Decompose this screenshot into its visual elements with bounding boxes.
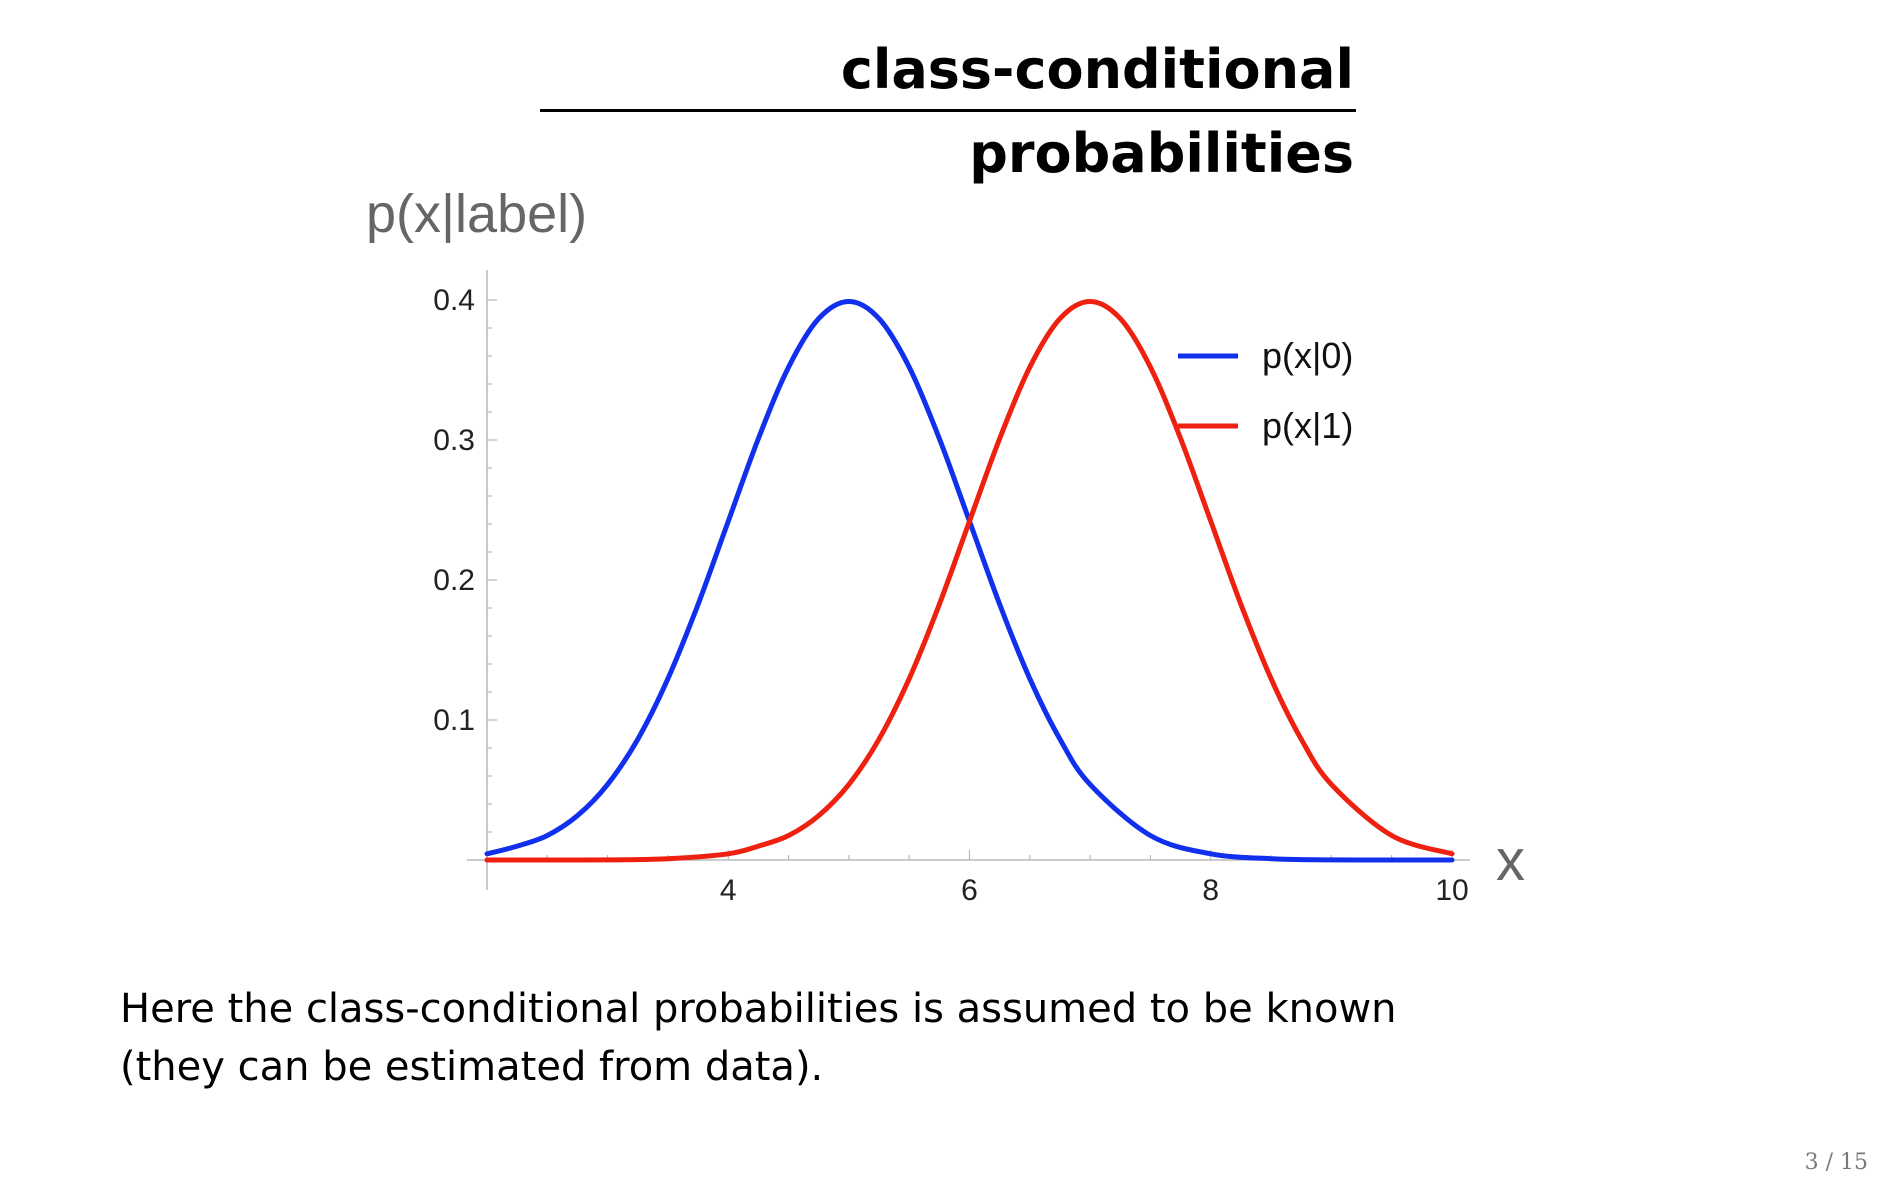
y-axis-label: p(x|label) <box>366 184 587 244</box>
slide-title: class-conditional probabilities <box>540 28 1356 185</box>
y-tick-label: 0.2 <box>433 564 475 597</box>
curves <box>484 299 1455 863</box>
x-tick-label: 10 <box>1435 874 1468 907</box>
x-axis-label: x <box>1496 828 1525 893</box>
body-text: Here the class-conditional probabilities… <box>120 980 1520 1096</box>
y-tick-label: 0.1 <box>433 704 475 737</box>
x-tick-label: 4 <box>720 874 737 907</box>
body-line-1: Here the class-conditional probabilities… <box>120 986 1397 1032</box>
series-line-1 <box>484 299 1455 863</box>
x-tick-label: 6 <box>961 874 978 907</box>
legend-label-0: p(x|0) <box>1262 335 1353 376</box>
legend: p(x|0) p(x|1) <box>1178 335 1353 446</box>
y-tick-label: 0.3 <box>433 424 475 457</box>
density-chart: p(x|label) x 4 6 8 100.10.20.30.4 p(x|0)p(x… <box>366 184 1525 907</box>
y-tick-label: 0.4 <box>433 284 475 317</box>
x-tick-label: 8 <box>1202 874 1219 907</box>
page-number: 3 / 15 <box>1804 1150 1868 1175</box>
body-line-2: (they can be estimated from data). <box>120 1044 824 1090</box>
legend-label-1: p(x|1) <box>1262 405 1353 446</box>
series-line-0 <box>484 299 1455 863</box>
